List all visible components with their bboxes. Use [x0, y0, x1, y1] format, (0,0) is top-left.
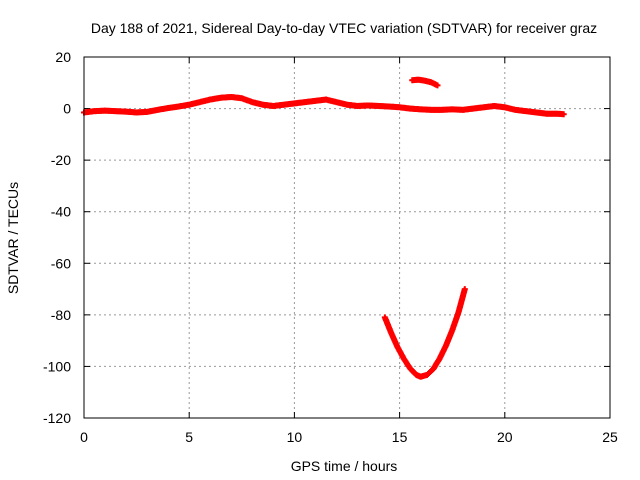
x-tick-label: 25: [602, 429, 618, 445]
data-point: [434, 82, 441, 89]
y-tick-label: -100: [43, 358, 71, 374]
x-tick-label: 0: [80, 429, 88, 445]
plot-frame: [83, 56, 611, 419]
x-tick-label: 15: [392, 429, 408, 445]
y-axis-label: SDTVAR / TECUs: [5, 182, 21, 294]
series-upper-arc: [409, 76, 441, 89]
x-tick-label: 5: [185, 429, 193, 445]
y-tick-label: -80: [51, 307, 71, 323]
data-point: [461, 286, 468, 293]
data-points: [81, 76, 567, 380]
y-tick-label: -40: [51, 204, 71, 220]
y-tick-label: 20: [55, 49, 71, 65]
y-tick-label: -120: [43, 410, 71, 426]
grid: [84, 57, 610, 418]
series-main-track: [81, 93, 567, 118]
axis-tick-labels: 0 5 10 15 20 25 -120 -100 -80 -60 -40 -20 0 20: [43, 49, 618, 445]
y-tick-label: 0: [63, 101, 71, 117]
x-tick-label: 20: [497, 429, 513, 445]
x-axis-label: GPS time / hours: [291, 458, 398, 474]
data-point: [560, 111, 567, 118]
series-parabola: [381, 286, 468, 380]
y-tick-label: -20: [51, 152, 71, 168]
chart-title: Day 188 of 2021, Sidereal Day-to-day VTE…: [91, 20, 597, 36]
y-tick-label: -60: [51, 255, 71, 271]
x-tick-label: 10: [287, 429, 303, 445]
